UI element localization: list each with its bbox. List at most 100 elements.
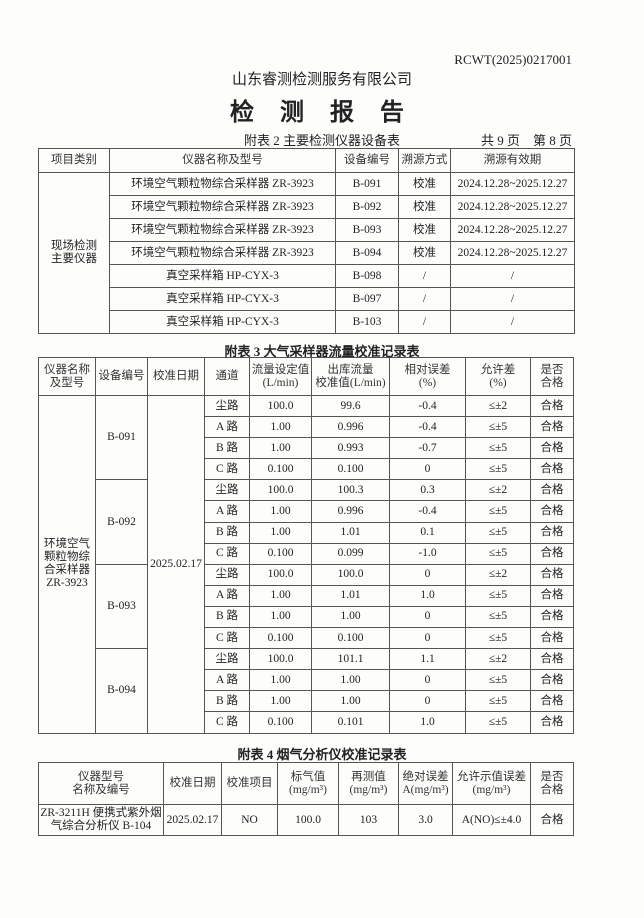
table-cell: 合格 — [530, 584, 574, 607]
table-row: 环境空气颗粒物综合采样器 ZR-3923 B-092 校准 2024.12.28~20… — [39, 195, 575, 219]
table-row: 环境空气 颗粒物综 合采样器 ZR-3923 B-091 2025.02.17 尘路 1… — [38, 394, 574, 734]
table-cell: -1.0 — [389, 542, 466, 565]
table-cell: C 路 — [204, 542, 250, 565]
table-cell: 100.0 — [249, 563, 312, 586]
column-header: 出库流量 校准值(L/min) — [311, 357, 390, 396]
table-row: A 路 1.00 0.996 -0.4 ≤±5 合格 — [39, 500, 574, 523]
page-info: 共 9 页 第 8 页 — [480, 133, 572, 148]
table-row: B 路 1.00 0.993 -0.7 ≤±5 合格 — [39, 437, 574, 460]
table-cell: 1.00 — [249, 416, 312, 439]
column-header: 校准项目 — [221, 762, 278, 805]
table-cell: ≤±5 — [465, 584, 531, 607]
table-cell: NO — [221, 804, 278, 836]
table-cell: A 路 — [204, 416, 250, 439]
table-cell: C 路 — [204, 711, 250, 734]
table-cell: ≤±5 — [465, 542, 531, 565]
table-cell: / — [450, 264, 575, 288]
header-row: 仪器型号 名称及编号 校准日期 校准项目 标气值 (mg/m³) 再测值 (mg/m³)… — [38, 762, 574, 805]
table-cell: 0 — [389, 605, 466, 629]
table4-caption: 附表 4 烟气分析仪校准记录表 — [237, 747, 407, 762]
table-cell: 0.3 — [389, 479, 466, 502]
table-row: B 路 1.00 1.00 0 ≤±5 合格 — [39, 690, 574, 713]
table-cell: 尘路 — [204, 648, 250, 671]
table-cell: 0.100 — [249, 542, 312, 565]
table-cell: 合格 — [530, 563, 574, 586]
table-cell: 尘路 — [204, 394, 250, 418]
table-cell: A 路 — [204, 669, 250, 692]
table-cell: 合格 — [530, 804, 574, 836]
date-cell: 2025.02.17 — [147, 395, 205, 734]
table-cell: 1.0 — [389, 584, 466, 607]
table-cell: 校准 — [398, 172, 451, 196]
table-cell: C 路 — [204, 627, 250, 650]
table-cell: 0.100 — [249, 711, 312, 734]
table-cell: 合格 — [530, 542, 574, 565]
table-cell: 合格 — [530, 690, 574, 713]
table-cell: ≤±5 — [465, 711, 531, 734]
table-cell: 尘路 — [204, 479, 250, 502]
table-cell: 合格 — [530, 627, 574, 650]
table-cell: 2024.12.28~2025.12.27 — [450, 241, 575, 265]
table-cell: ≤±2 — [465, 648, 531, 671]
column-header: 校准日期 — [147, 357, 205, 396]
table-cell: -0.4 — [389, 500, 466, 523]
table-cell: 0.100 — [311, 458, 390, 481]
table-cell: 103 — [338, 804, 399, 836]
table-cell: 1.00 — [249, 500, 312, 523]
table-cell: 100.0 — [249, 479, 312, 502]
table-cell: 3.0 — [398, 804, 453, 836]
table-cell: -0.4 — [389, 416, 466, 439]
column-header: 仪器名称及型号 — [109, 148, 336, 173]
table-cell: 100.0 — [249, 394, 312, 418]
table-cell: ≤±5 — [465, 416, 531, 439]
column-header: 再测值 (mg/m³) — [338, 762, 399, 805]
table-cell: 0 — [389, 563, 466, 586]
column-header: 溯源有效期 — [450, 148, 575, 173]
table-cell: 环境空气颗粒物综合采样器 ZR-3923 — [109, 195, 336, 219]
table-cell: 1.00 — [249, 605, 312, 629]
table-cell: 0 — [389, 690, 466, 713]
table-cell: 环境空气颗粒物综合采样器 ZR-3923 — [109, 172, 336, 196]
table-cell: 2025.02.17 — [163, 804, 222, 836]
device-cell: B-093 — [95, 563, 148, 650]
table-cell: 0.100 — [311, 627, 390, 650]
table-cell: 1.00 — [311, 605, 390, 629]
company-name: 山东睿测检测服务有限公司 — [231, 72, 412, 88]
device-cell: B-091 — [95, 394, 148, 481]
table-cell: 100.0 — [311, 563, 390, 586]
table-cell: 1.00 — [311, 669, 390, 692]
table-cell: 100.0 — [277, 804, 339, 836]
table-cell: 1.00 — [249, 584, 312, 607]
table-cell: B-094 — [335, 241, 399, 265]
column-header: 设备编号 — [335, 148, 399, 173]
table-cell: 真空采样箱 HP-CYX-3 — [109, 310, 336, 334]
table-cell: 99.6 — [311, 394, 390, 418]
table-cell: -0.7 — [389, 437, 466, 460]
table-row: 环境空气颗粒物综合采样器 ZR-3923 B-094 校准 2024.12.28~20… — [39, 241, 575, 265]
table-cell: 1.00 — [249, 437, 312, 460]
table-cell: / — [398, 287, 451, 311]
table-row: 环境空气颗粒物综合采样器 ZR-3923 B-093 校准 2024.12.28~20… — [39, 218, 575, 242]
table-cell: 校准 — [398, 218, 451, 242]
table-cell: ≤±5 — [465, 521, 531, 544]
table3-caption: 附表 3 大气采样器流量校准记录表 — [224, 344, 420, 359]
table-cell: C 路 — [204, 458, 250, 481]
table-cell: ≤±5 — [465, 669, 531, 692]
column-header: 标气值 (mg/m³) — [277, 762, 339, 805]
table-cell: 尘路 — [204, 563, 250, 586]
table-cell: ZR-3211H 便携式紫外烟气综合分析仪 B-104 — [38, 804, 164, 836]
table-cell: 合格 — [530, 669, 574, 692]
table-row: 真空采样箱 HP-CYX-3 B-103// — [39, 310, 575, 334]
table-cell: ≤±2 — [465, 394, 531, 418]
table-cell: A(NO)≤±4.0 — [452, 804, 531, 836]
table-cell: 100.3 — [311, 479, 390, 502]
column-header: 相对误差 (%) — [389, 357, 466, 396]
column-header: 绝对误差 A(mg/m³) — [398, 762, 453, 805]
table-row: 现场检测 主要仪器 环境空气颗粒物综合采样器 ZR-3923 B-091 校准 2024… — [38, 172, 575, 334]
table-cell: B-097 — [335, 287, 399, 311]
device-cell: B-094 — [95, 648, 148, 734]
table-cell: B-092 — [335, 195, 399, 219]
table-cell: 2024.12.28~2025.12.27 — [450, 172, 575, 196]
table-cell: 1.00 — [249, 521, 312, 544]
